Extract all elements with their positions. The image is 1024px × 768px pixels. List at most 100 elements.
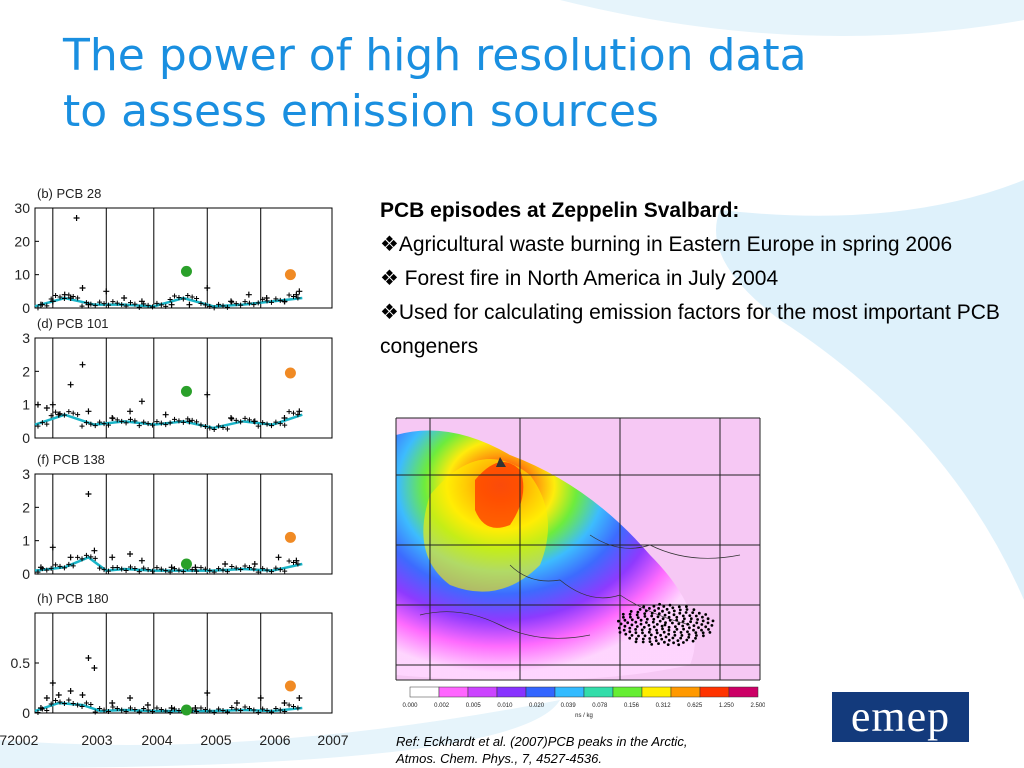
data-point <box>158 707 164 712</box>
data-point <box>53 409 59 415</box>
fire-point <box>634 620 638 624</box>
data-point <box>163 303 169 309</box>
data-point <box>204 391 211 398</box>
data-point <box>207 425 213 431</box>
data-point <box>293 557 300 564</box>
data-point <box>158 566 164 572</box>
orange-episode-marker <box>284 531 296 543</box>
data-point <box>273 296 279 302</box>
data-point <box>43 695 50 701</box>
data-point <box>35 423 41 429</box>
fire-point <box>702 634 705 638</box>
data-point <box>44 303 50 309</box>
data-point <box>189 294 195 300</box>
panel-pcb-180: (h) PCB 180 0 0.5 <box>11 591 333 721</box>
fire-point <box>653 609 657 612</box>
data-point <box>145 302 151 308</box>
fire-point <box>688 614 692 617</box>
data-point <box>127 416 133 422</box>
data-point <box>273 706 279 711</box>
data-point <box>101 707 107 713</box>
fire-point <box>667 615 671 619</box>
colorbar-segment <box>728 686 759 698</box>
fire-point <box>655 631 659 635</box>
fire-point <box>678 608 682 612</box>
data-point <box>136 423 142 429</box>
data-point <box>101 421 107 427</box>
data-point <box>260 296 266 302</box>
data-point <box>167 710 173 715</box>
data-point <box>260 420 266 426</box>
data-point <box>127 408 134 415</box>
fire-point <box>694 636 697 640</box>
fire-point <box>695 634 698 637</box>
data-point <box>53 562 59 568</box>
data-point <box>211 710 217 715</box>
data-point <box>281 415 288 421</box>
data-point <box>37 564 44 571</box>
green-episode-marker <box>180 265 192 277</box>
fire-point <box>680 634 684 637</box>
fire-point <box>619 622 623 626</box>
data-point <box>264 567 270 573</box>
colorbar-tick-label: 0.000 <box>402 703 418 709</box>
logo-text: emep <box>850 692 951 741</box>
fire-point <box>658 602 661 606</box>
data-point <box>172 293 178 299</box>
colorbar-tick-label: 0.625 <box>687 703 703 709</box>
data-point <box>70 294 76 299</box>
fire-point <box>661 609 664 613</box>
reference-line-1: Ref: Eckhardt et al. (2007)PCB peaks in … <box>396 734 688 749</box>
data-point <box>83 300 89 306</box>
fire-point <box>667 632 671 636</box>
fire-point <box>697 611 701 615</box>
colorbar-tick-label: 0.005 <box>466 703 482 709</box>
fire-point <box>656 615 660 619</box>
data-point <box>97 299 103 305</box>
fire-point <box>707 628 710 631</box>
data-point <box>264 421 270 427</box>
fire-point <box>662 605 666 608</box>
colorbar-tick-label: 2.500 <box>750 703 765 709</box>
colorbar-tick-label: 0.156 <box>624 703 640 709</box>
title-line-2: to assess emission sources <box>63 86 659 137</box>
emission-sensitivity-map: 0.000 0.002 0.005 0.010 0.020 0.039 0.078 0.156… <box>395 417 765 719</box>
data-point <box>167 297 173 302</box>
data-point <box>141 565 147 571</box>
data-point <box>251 566 257 572</box>
fire-point <box>704 625 708 629</box>
data-point <box>97 419 103 425</box>
data-point <box>220 303 226 309</box>
data-point <box>136 709 142 715</box>
data-point <box>255 300 261 306</box>
data-point <box>114 565 120 570</box>
data-point <box>233 700 240 706</box>
data-point <box>176 418 182 424</box>
data-point <box>48 413 54 419</box>
data-point <box>144 702 151 708</box>
fire-point <box>652 617 656 621</box>
data-point <box>105 709 111 714</box>
fire-point <box>662 630 666 634</box>
data-point <box>101 301 107 307</box>
data-point <box>257 695 264 701</box>
data-point <box>290 704 296 709</box>
data-point <box>97 706 103 711</box>
data-point <box>35 710 41 715</box>
data-point <box>189 417 195 423</box>
data-point <box>273 565 279 571</box>
fire-point <box>622 615 625 619</box>
data-point <box>176 295 182 300</box>
fire-point <box>696 618 699 621</box>
data-point <box>83 700 89 706</box>
colorbar-tick-label: 1.250 <box>719 703 735 709</box>
data-point <box>43 405 50 411</box>
fire-point <box>643 612 647 615</box>
data-point <box>44 567 50 573</box>
y-tick-label: 0 <box>22 705 30 721</box>
data-point <box>273 419 279 425</box>
fire-point <box>689 617 693 621</box>
data-point <box>114 300 120 306</box>
data-point <box>114 706 120 711</box>
data-point <box>127 695 134 701</box>
